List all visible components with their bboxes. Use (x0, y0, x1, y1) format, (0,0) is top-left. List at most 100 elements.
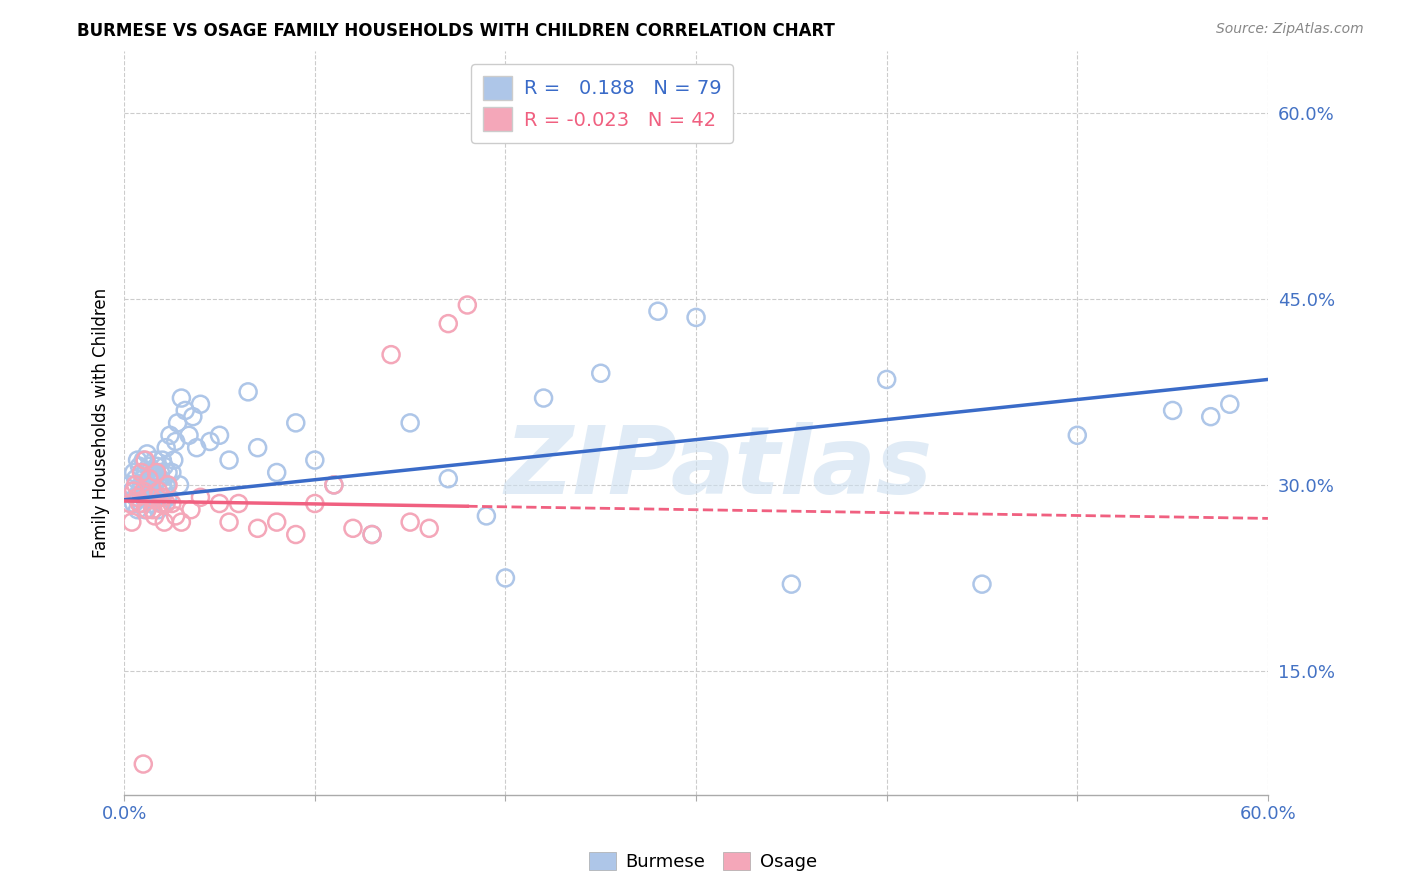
Point (145, 459, 167, 474)
Point (533, 391, 555, 405)
Point (399, 515, 422, 529)
Text: Source: ZipAtlas.com: Source: ZipAtlas.com (1216, 22, 1364, 37)
Point (157, 478, 180, 492)
Point (149, 472, 172, 486)
Point (142, 466, 165, 480)
Point (131, 466, 153, 480)
Point (218, 515, 240, 529)
Point (418, 521, 440, 535)
Point (155, 496, 177, 510)
Point (153, 484, 176, 499)
Point (132, 491, 155, 505)
Point (134, 502, 156, 516)
Point (190, 397, 212, 411)
Point (121, 515, 143, 529)
Legend: R =   0.188   N = 79, R = -0.023   N = 42: R = 0.188 N = 79, R = -0.023 N = 42 (471, 64, 733, 143)
Point (132, 757, 155, 772)
Point (150, 496, 173, 510)
Point (131, 496, 153, 510)
Point (190, 491, 212, 505)
Point (304, 453, 326, 467)
Point (132, 472, 155, 486)
Point (181, 409, 204, 424)
Point (475, 508, 498, 523)
Point (134, 453, 156, 467)
Point (132, 484, 155, 499)
Legend: Burmese, Osage: Burmese, Osage (582, 845, 824, 879)
Point (159, 428, 181, 442)
Point (361, 527, 384, 541)
Point (208, 496, 231, 510)
Point (169, 478, 191, 492)
Point (132, 453, 155, 467)
Point (138, 491, 160, 505)
Point (174, 403, 197, 417)
Point (145, 466, 167, 480)
Point (127, 453, 149, 467)
Point (228, 496, 250, 510)
Point (266, 515, 288, 529)
Point (876, 372, 898, 386)
Point (1199, 409, 1222, 424)
Point (150, 478, 173, 492)
Point (284, 527, 307, 541)
Point (124, 478, 146, 492)
Point (304, 496, 326, 510)
Point (180, 502, 202, 516)
Point (150, 453, 173, 467)
Point (157, 466, 180, 480)
Point (143, 508, 166, 523)
Point (160, 466, 183, 480)
Point (456, 298, 478, 312)
Point (128, 459, 150, 474)
Point (122, 496, 145, 510)
Point (246, 441, 269, 455)
Point (208, 428, 231, 442)
Point (165, 434, 187, 449)
Point (165, 508, 187, 523)
Point (138, 459, 160, 474)
Point (148, 484, 170, 499)
Point (145, 491, 167, 505)
Point (361, 527, 384, 541)
Point (163, 453, 186, 467)
Point (148, 472, 170, 486)
Point (122, 466, 145, 480)
Point (153, 515, 176, 529)
Point (647, 304, 669, 318)
Point (266, 466, 288, 480)
Point (342, 521, 364, 535)
Point (1066, 428, 1088, 442)
Point (124, 472, 146, 486)
Point (160, 496, 183, 510)
Point (118, 496, 141, 510)
Point (170, 391, 193, 405)
Point (155, 441, 177, 455)
Point (157, 491, 180, 505)
Point (142, 484, 165, 499)
Point (128, 496, 150, 510)
Point (139, 491, 162, 505)
Point (153, 459, 176, 474)
Text: ZIPatlas: ZIPatlas (505, 422, 934, 514)
Text: BURMESE VS OSAGE FAMILY HOUSEHOLDS WITH CHILDREN CORRELATION CHART: BURMESE VS OSAGE FAMILY HOUSEHOLDS WITH … (77, 22, 835, 40)
Point (437, 472, 460, 486)
Y-axis label: Family Households with Children: Family Households with Children (93, 288, 110, 558)
Point (218, 453, 240, 467)
Point (121, 484, 143, 499)
Point (236, 384, 259, 399)
Point (166, 416, 188, 430)
Point (780, 577, 803, 591)
Point (142, 502, 165, 516)
Point (124, 491, 146, 505)
Point (148, 502, 170, 516)
Point (177, 428, 200, 442)
Point (149, 496, 172, 510)
Point (399, 416, 422, 430)
Point (136, 447, 159, 461)
Point (122, 484, 145, 499)
Point (1219, 397, 1241, 411)
Point (437, 317, 460, 331)
Point (131, 478, 153, 492)
Point (970, 577, 993, 591)
